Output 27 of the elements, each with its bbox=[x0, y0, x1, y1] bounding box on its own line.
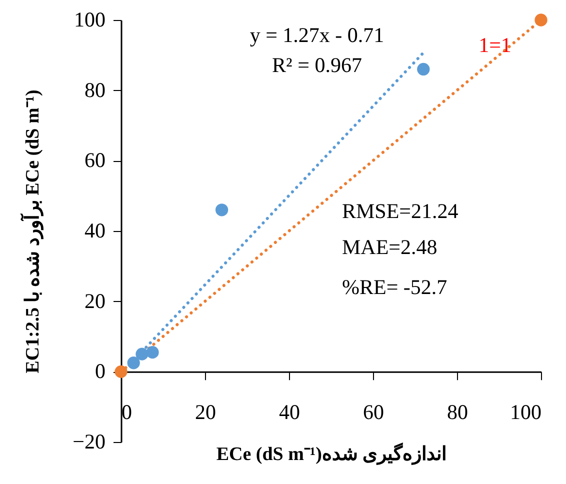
annotation: %RE= -52.7 bbox=[342, 275, 448, 299]
y-tick-label: 0 bbox=[95, 359, 106, 384]
y-tick-label: 40 bbox=[84, 218, 106, 242]
x-tick-label: 0 bbox=[122, 400, 132, 424]
y-tick-label: 80 bbox=[84, 78, 106, 102]
y-tick-label: 100 bbox=[74, 8, 106, 32]
point bbox=[534, 14, 548, 26]
y-tick-label: −20 bbox=[72, 430, 106, 454]
y-tick-label: 60 bbox=[84, 148, 106, 172]
annotation: RMSE=21.24 bbox=[342, 199, 459, 223]
annotation: R² = 0.967 bbox=[272, 53, 362, 77]
x-tick-label: 60 bbox=[363, 400, 384, 424]
x-tick-label: 20 bbox=[195, 400, 216, 424]
x-tick-label: 80 bbox=[447, 400, 468, 424]
x-axis-title: ECe (dS m⁻¹)اندازه‌گیری شده bbox=[216, 442, 447, 466]
annotation: MAE=2.48 bbox=[342, 235, 438, 259]
y-tick-label: 20 bbox=[84, 288, 106, 313]
point bbox=[215, 204, 228, 216]
y-axis-title: EC1:2.5 برآورد شده با ECe (dS m⁻¹) bbox=[20, 90, 44, 374]
x-tick-label: 40 bbox=[279, 400, 300, 424]
annotation: y = 1.27x - 0.71 bbox=[250, 23, 384, 47]
annotation: 1=1 bbox=[478, 33, 512, 57]
x-tick-label: 100 bbox=[510, 400, 542, 424]
point bbox=[417, 62, 430, 76]
point bbox=[146, 346, 159, 359]
point bbox=[136, 348, 148, 360]
point bbox=[127, 356, 140, 370]
